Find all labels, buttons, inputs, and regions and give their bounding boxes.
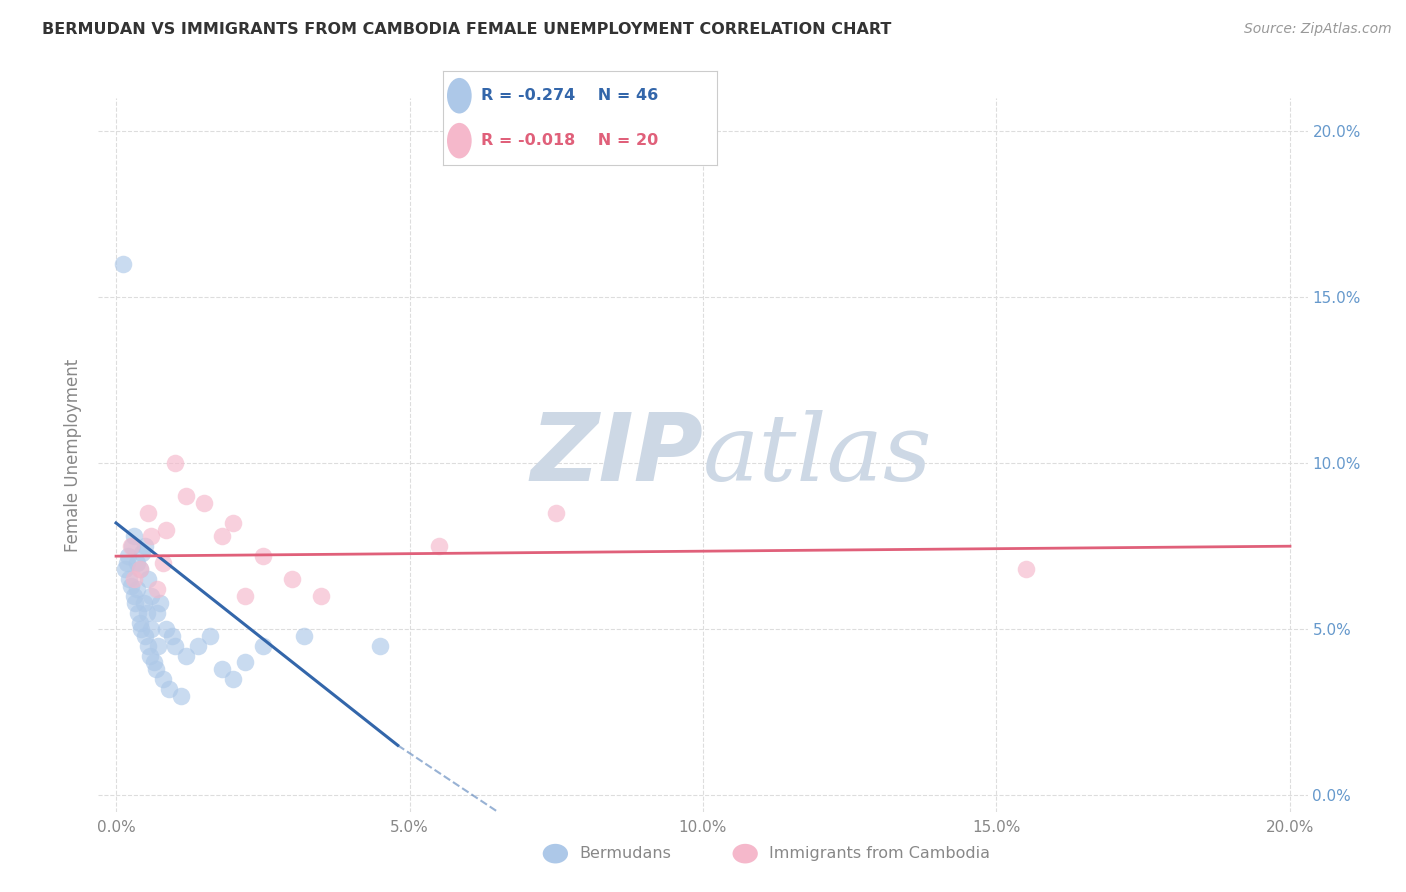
Point — [128, 562, 150, 576]
Point — [211, 529, 233, 543]
Point — [112, 257, 135, 271]
Point — [124, 596, 146, 610]
Point — [127, 606, 149, 620]
Point — [129, 622, 152, 636]
Point — [143, 656, 166, 670]
Text: Immigrants from Cambodia: Immigrants from Cambodia — [769, 847, 990, 861]
Point — [120, 579, 142, 593]
Point — [121, 539, 143, 553]
Point — [176, 648, 198, 663]
Point — [211, 662, 233, 676]
Point — [368, 639, 391, 653]
Point — [115, 556, 138, 570]
Point — [152, 672, 174, 686]
Point — [252, 549, 274, 563]
Point — [141, 589, 163, 603]
Point — [157, 681, 180, 696]
Text: atlas: atlas — [703, 410, 932, 500]
Point — [427, 539, 450, 553]
Point — [187, 639, 209, 653]
Point — [122, 573, 145, 587]
Point — [169, 689, 191, 703]
Point — [546, 506, 568, 520]
Point — [198, 629, 221, 643]
Point — [222, 516, 245, 530]
Point — [146, 606, 169, 620]
Point — [141, 622, 163, 636]
Point — [148, 639, 170, 653]
Point — [117, 549, 139, 563]
Point — [233, 656, 256, 670]
Point — [233, 589, 256, 603]
Point — [114, 562, 136, 576]
Point — [152, 556, 174, 570]
Point — [128, 562, 150, 576]
Point — [118, 573, 141, 587]
Ellipse shape — [447, 123, 471, 159]
Point — [149, 596, 172, 610]
Ellipse shape — [447, 78, 471, 113]
Point — [134, 596, 156, 610]
Point — [125, 582, 148, 597]
Point — [252, 639, 274, 653]
Point — [163, 456, 186, 470]
Point — [136, 506, 159, 520]
Point — [163, 639, 186, 653]
Text: BERMUDAN VS IMMIGRANTS FROM CAMBODIA FEMALE UNEMPLOYMENT CORRELATION CHART: BERMUDAN VS IMMIGRANTS FROM CAMBODIA FEM… — [42, 22, 891, 37]
Point — [120, 539, 142, 553]
Point — [122, 529, 145, 543]
Point — [311, 589, 333, 603]
Point — [176, 490, 198, 504]
Point — [125, 556, 148, 570]
Point — [145, 662, 167, 676]
Point — [160, 629, 183, 643]
Text: Bermudans: Bermudans — [579, 847, 671, 861]
Y-axis label: Female Unemployment: Female Unemployment — [65, 359, 83, 551]
Text: ZIP: ZIP — [530, 409, 703, 501]
Point — [155, 523, 177, 537]
Point — [136, 573, 159, 587]
Point — [134, 629, 156, 643]
Point — [146, 582, 169, 597]
Point — [222, 672, 245, 686]
Point — [1015, 562, 1038, 576]
Text: R = -0.018    N = 20: R = -0.018 N = 20 — [481, 133, 658, 148]
Point — [155, 622, 177, 636]
Point — [136, 639, 159, 653]
Text: R = -0.274    N = 46: R = -0.274 N = 46 — [481, 88, 658, 103]
Text: Source: ZipAtlas.com: Source: ZipAtlas.com — [1244, 22, 1392, 37]
Point — [131, 546, 153, 560]
Point — [139, 648, 162, 663]
Point — [193, 496, 215, 510]
Point — [128, 615, 150, 630]
Point — [134, 539, 156, 553]
Point — [122, 589, 145, 603]
Point — [141, 529, 163, 543]
Point — [292, 629, 315, 643]
Point — [281, 573, 304, 587]
Point — [135, 606, 157, 620]
